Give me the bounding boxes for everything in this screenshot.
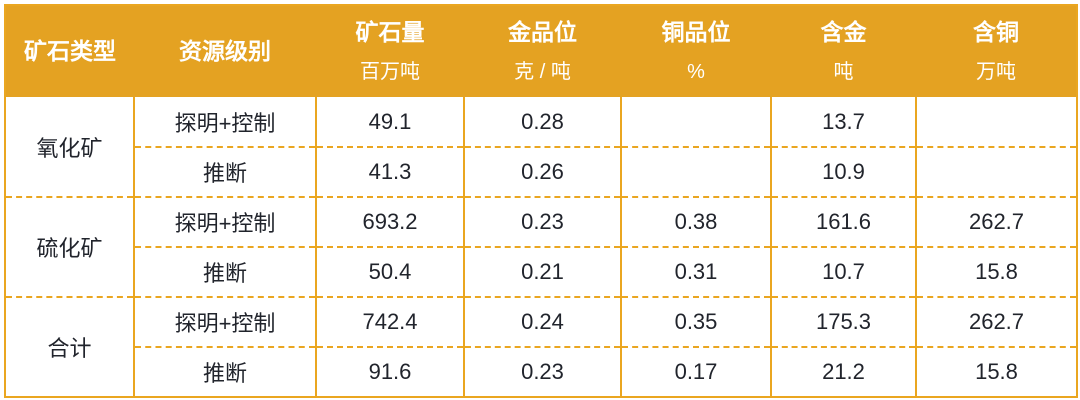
table-row: 硫化矿 探明+控制 693.2 0.23 0.38 161.6 262.7 bbox=[5, 197, 1077, 298]
gold-content-cell: 175.3 bbox=[771, 297, 917, 348]
resource-table: 矿石类型 资源级别 矿石量 百万吨 金品位克 / 吨 铜品位% 含金吨 含铜 万吨 … bbox=[4, 4, 1078, 398]
gold-content-cell: 10.9 bbox=[771, 147, 917, 198]
col-header-label: 铜品位 bbox=[661, 18, 731, 45]
col-header-label: 矿石类型 bbox=[24, 37, 116, 64]
col-header-label: 金品位 bbox=[508, 18, 577, 45]
ore-type-cell: 氧化矿 bbox=[5, 97, 135, 198]
table-row: 推断 50.4 0.21 0.31 10.7 15.8 bbox=[5, 247, 1077, 298]
copper-grade-cell bbox=[621, 147, 772, 198]
gold-content-cell: 10.7 bbox=[771, 247, 917, 298]
resource-level-cell: 探明+控制 bbox=[134, 297, 317, 348]
table-row: 推断 41.3 0.26 10.9 bbox=[5, 147, 1077, 198]
copper-content-cell bbox=[916, 97, 1077, 148]
col-header-unit: 克 / 吨 bbox=[514, 61, 571, 84]
copper-content-cell: 15.8 bbox=[916, 247, 1077, 298]
ore-tonnage-cell: 91.6 bbox=[316, 347, 465, 398]
copper-grade-cell: 0.31 bbox=[621, 247, 772, 298]
gold-grade-cell: 0.23 bbox=[464, 197, 622, 248]
ore-tonnage-cell: 50.4 bbox=[316, 247, 465, 298]
col-header-unit: % bbox=[687, 61, 705, 84]
col-header-unit: 吨 bbox=[833, 61, 854, 84]
col-header-label: 矿石量 bbox=[355, 18, 425, 45]
table-row: 推断 91.6 0.23 0.17 21.2 15.8 bbox=[5, 347, 1077, 398]
copper-content-cell: 262.7 bbox=[916, 197, 1077, 248]
resource-level-cell: 推断 bbox=[134, 147, 317, 198]
col-header-unit: 万吨 bbox=[976, 61, 1016, 84]
ore-tonnage-cell: 742.4 bbox=[316, 297, 465, 348]
col-header-label: 含铜 bbox=[973, 18, 1019, 45]
col-header-gold-content: 含金吨 bbox=[771, 5, 916, 97]
copper-grade-cell: 0.17 bbox=[621, 347, 772, 398]
copper-content-cell: 15.8 bbox=[916, 347, 1077, 398]
gold-grade-cell: 0.26 bbox=[464, 147, 622, 198]
col-header-ore-type: 矿石类型 bbox=[5, 5, 134, 97]
resource-level-cell: 探明+控制 bbox=[134, 197, 317, 248]
gold-grade-cell: 0.28 bbox=[464, 97, 622, 148]
resource-level-cell: 推断 bbox=[134, 247, 317, 298]
gold-content-cell: 13.7 bbox=[771, 97, 917, 148]
col-header-resource-level: 资源级别 bbox=[134, 5, 316, 97]
ore-tonnage-cell: 41.3 bbox=[316, 147, 465, 198]
ore-type-cell: 合计 bbox=[5, 297, 135, 398]
copper-content-cell bbox=[916, 147, 1077, 198]
col-header-ore-tonnage: 矿石量 百万吨 bbox=[316, 5, 464, 97]
ore-type-cell: 硫化矿 bbox=[5, 197, 135, 298]
col-header-copper-grade: 铜品位% bbox=[621, 5, 771, 97]
col-header-gold-grade: 金品位克 / 吨 bbox=[464, 5, 621, 97]
resource-level-cell: 探明+控制 bbox=[134, 97, 317, 148]
table-body: 氧化矿 探明+控制 49.1 0.28 13.7 推断 41.3 0.26 10… bbox=[5, 97, 1077, 398]
copper-grade-cell: 0.35 bbox=[621, 297, 772, 348]
col-header-copper-content: 含铜 万吨 bbox=[916, 5, 1077, 97]
col-header-label: 资源级别 bbox=[179, 37, 271, 64]
col-header-unit: 百万吨 bbox=[360, 61, 420, 84]
gold-grade-cell: 0.21 bbox=[464, 247, 622, 298]
header-row: 矿石类型 资源级别 矿石量百万吨 金品位克 / 吨 铜品位% 含金吨 含铜万吨 bbox=[5, 5, 1077, 97]
ore-tonnage-cell: 693.2 bbox=[316, 197, 465, 248]
table-row: 氧化矿 探明+控制 49.1 0.28 13.7 bbox=[5, 97, 1077, 198]
copper-content-cell: 262.7 bbox=[916, 297, 1077, 348]
gold-content-cell: 21.2 bbox=[771, 347, 917, 398]
ore-tonnage-cell: 49.1 bbox=[316, 97, 465, 148]
gold-grade-cell: 0.23 bbox=[464, 347, 622, 398]
gold-content-cell: 161.6 bbox=[771, 197, 917, 248]
col-header-label: 含金 bbox=[820, 18, 867, 45]
table-row: 合计 探明+控制 742.4 0.24 0.35 175.3 262.7 bbox=[5, 297, 1077, 398]
gold-grade-cell: 0.24 bbox=[464, 297, 622, 348]
copper-grade-cell: 0.38 bbox=[621, 197, 772, 248]
copper-grade-cell bbox=[621, 97, 772, 148]
resource-level-cell: 推断 bbox=[134, 347, 317, 398]
table-header: 矿石类型 资源级别 矿石量百万吨 金品位克 / 吨 铜品位% 含金吨 含铜万吨 bbox=[5, 5, 1077, 97]
